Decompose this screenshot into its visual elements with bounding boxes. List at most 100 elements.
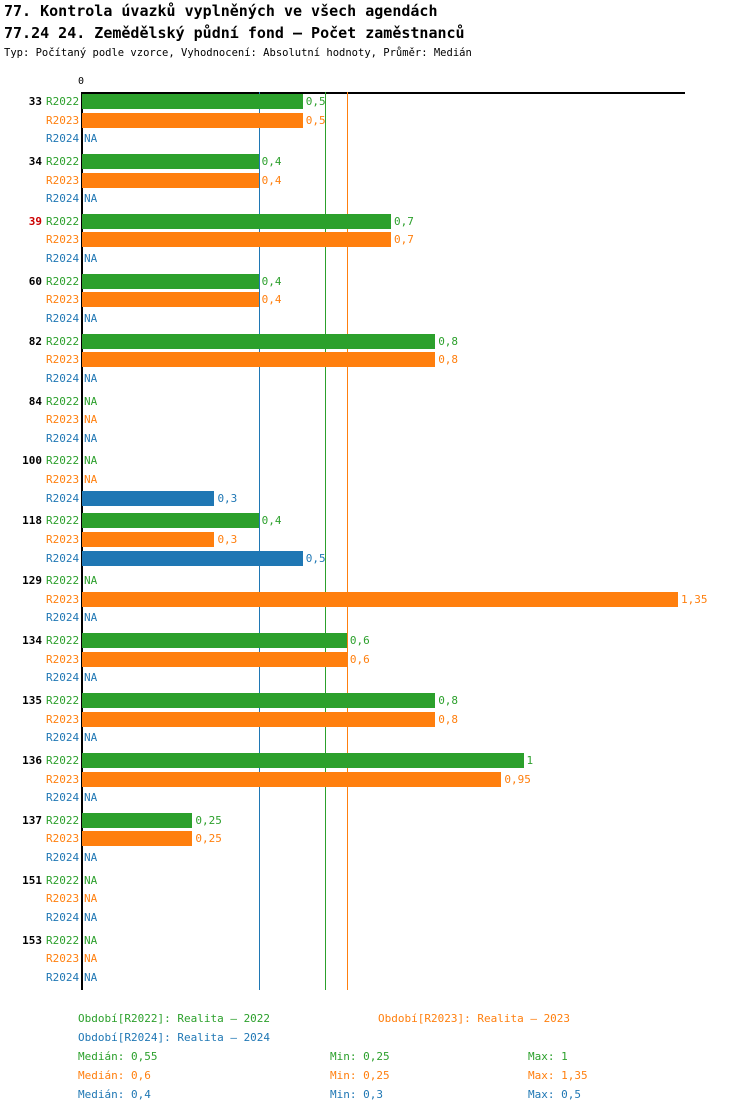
bar-r2023-134[interactable] (82, 651, 347, 667)
chart-legend: Období[R2022]: Realita – 2022 Období[R202… (0, 1000, 750, 1112)
series-label-r2023-118: R2023 (46, 532, 80, 546)
series-label-r2023-34: R2023 (46, 173, 80, 187)
legend-stat-min-2: Min: 0,3 (330, 1088, 383, 1101)
series-label-r2023-151: R2023 (46, 892, 80, 906)
series-label-r2022-136: R2022 (46, 753, 80, 767)
group-label-34: 34 (28, 154, 42, 168)
group-label-39: 39 (28, 214, 42, 228)
bar-value-r2023-135: 0,8 (438, 712, 459, 726)
series-label-r2023-135: R2023 (46, 712, 80, 726)
na-value-r2023-153: NA (84, 952, 98, 966)
bar-r2023-60[interactable] (82, 292, 259, 308)
bar-r2022-118[interactable] (82, 513, 259, 529)
header-block: 77. Kontrola úvazků vyplněných ve všech … (4, 0, 746, 61)
series-label-r2024-33: R2024 (46, 132, 80, 146)
bar-r2024-118[interactable] (82, 550, 303, 566)
series-label-r2022-134: R2022 (46, 634, 80, 648)
group-label-137: 137 (22, 813, 42, 827)
legend-stat-min-1: Min: 0,25 (330, 1069, 390, 1082)
bar-value-r2024-118: 0,5 (305, 551, 326, 565)
bar-value-r2022-135: 0,8 (438, 694, 459, 707)
bar-value-r2023-134: 0,6 (349, 652, 370, 666)
series-label-r2022-135: R2022 (46, 694, 80, 707)
series-label-r2024-136: R2024 (46, 791, 80, 805)
group-label-118: 118 (22, 514, 42, 528)
series-label-r2022-100: R2022 (46, 454, 80, 468)
reference-line-median-r2022 (324, 92, 326, 990)
legend-entry-2: Období[R2024]: Realita – 2024 (78, 1031, 271, 1044)
na-value-r2024-137: NA (84, 851, 98, 864)
na-value-r2022-100: NA (84, 454, 98, 468)
bar-r2023-135[interactable] (82, 711, 436, 727)
series-label-r2023-82: R2023 (46, 353, 80, 367)
reference-line-median-r2024 (258, 92, 260, 990)
bar-value-r2022-134: 0,6 (349, 634, 370, 648)
group-label-151: 151 (22, 873, 42, 887)
series-label-r2023-100: R2023 (46, 473, 80, 486)
bar-r2023-137[interactable] (82, 831, 193, 847)
na-value-r2024-60: NA (84, 311, 98, 325)
legend-stat-max-0: Max: 1 (528, 1050, 568, 1063)
bar-value-r2022-33: 0,5 (305, 95, 326, 108)
bar-value-r2023-136: 0,95 (504, 772, 531, 786)
na-value-r2024-153: NA (84, 970, 98, 984)
group-label-84: 84 (28, 394, 42, 408)
series-label-r2023-137: R2023 (46, 832, 80, 846)
bar-r2022-33[interactable] (82, 94, 303, 109)
series-label-r2024-118: R2024 (46, 551, 80, 565)
series-label-r2023-39: R2023 (46, 233, 80, 247)
bar-value-r2023-34: 0,4 (261, 173, 282, 187)
bar-r2023-129[interactable] (82, 591, 679, 607)
bar-r2022-135[interactable] (82, 693, 436, 708)
bar-value-r2022-136: 1 (526, 753, 534, 767)
bar-r2022-137[interactable] (82, 812, 193, 828)
bar-value-r2024-100: 0,3 (217, 491, 238, 505)
legend-stat-median-1: Medián: 0,6 (78, 1069, 151, 1082)
na-value-r2024-151: NA (84, 910, 98, 924)
group-label-135: 135 (22, 694, 42, 707)
series-label-r2024-137: R2024 (46, 851, 80, 864)
series-label-r2024-82: R2024 (46, 371, 80, 385)
bar-r2023-39[interactable] (82, 232, 392, 248)
bar-r2023-34[interactable] (82, 172, 259, 188)
na-value-r2024-33: NA (84, 132, 98, 146)
bar-value-r2022-60: 0,4 (261, 274, 282, 288)
series-label-r2024-129: R2024 (46, 611, 80, 625)
bar-value-r2023-137: 0,25 (195, 832, 222, 846)
reference-line-median-r2023 (346, 92, 349, 990)
series-label-r2024-84: R2024 (46, 431, 80, 445)
chart-meta-line: Typ: Počítaný podle vzorce, Vyhodnocení:… (4, 47, 472, 59)
legend-stat-max-2: Max: 0,5 (528, 1088, 581, 1101)
bar-r2022-134[interactable] (82, 633, 347, 649)
bar-r2022-34[interactable] (82, 153, 259, 169)
na-value-r2024-82: NA (84, 371, 98, 385)
bar-r2023-33[interactable] (82, 112, 303, 128)
series-label-r2024-100: R2024 (46, 491, 80, 505)
page-subtitle-title: 77.24 24. Zemědělský půdní fond – Počet … (4, 24, 465, 42)
bar-r2022-39[interactable] (82, 213, 392, 229)
bar-r2023-136[interactable] (82, 771, 502, 787)
bar-r2023-118[interactable] (82, 531, 215, 547)
bar-r2022-136[interactable] (82, 752, 524, 768)
na-value-r2024-136: NA (84, 791, 98, 805)
group-label-33: 33 (28, 95, 42, 108)
bar-value-r2023-118: 0,3 (217, 532, 238, 546)
group-label-60: 60 (28, 274, 42, 288)
na-value-r2023-100: NA (84, 473, 98, 486)
series-label-r2022-39: R2022 (46, 214, 80, 228)
series-label-r2023-136: R2023 (46, 772, 80, 786)
series-label-r2023-84: R2023 (46, 413, 80, 427)
bar-value-r2022-82: 0,8 (438, 334, 459, 348)
group-label-129: 129 (22, 574, 42, 588)
na-value-r2024-135: NA (84, 731, 98, 745)
series-label-r2022-151: R2022 (46, 873, 80, 887)
bar-r2022-82[interactable] (82, 333, 436, 349)
bar-r2024-100[interactable] (82, 490, 215, 506)
legend-stat-max-1: Max: 1,35 (528, 1069, 588, 1082)
series-label-r2023-33: R2023 (46, 113, 80, 127)
bar-r2022-60[interactable] (82, 273, 259, 289)
bar-value-r2023-39: 0,7 (394, 233, 414, 247)
series-label-r2024-151: R2024 (46, 910, 80, 924)
bar-r2023-82[interactable] (82, 352, 436, 368)
bar-value-r2022-118: 0,4 (261, 514, 282, 528)
